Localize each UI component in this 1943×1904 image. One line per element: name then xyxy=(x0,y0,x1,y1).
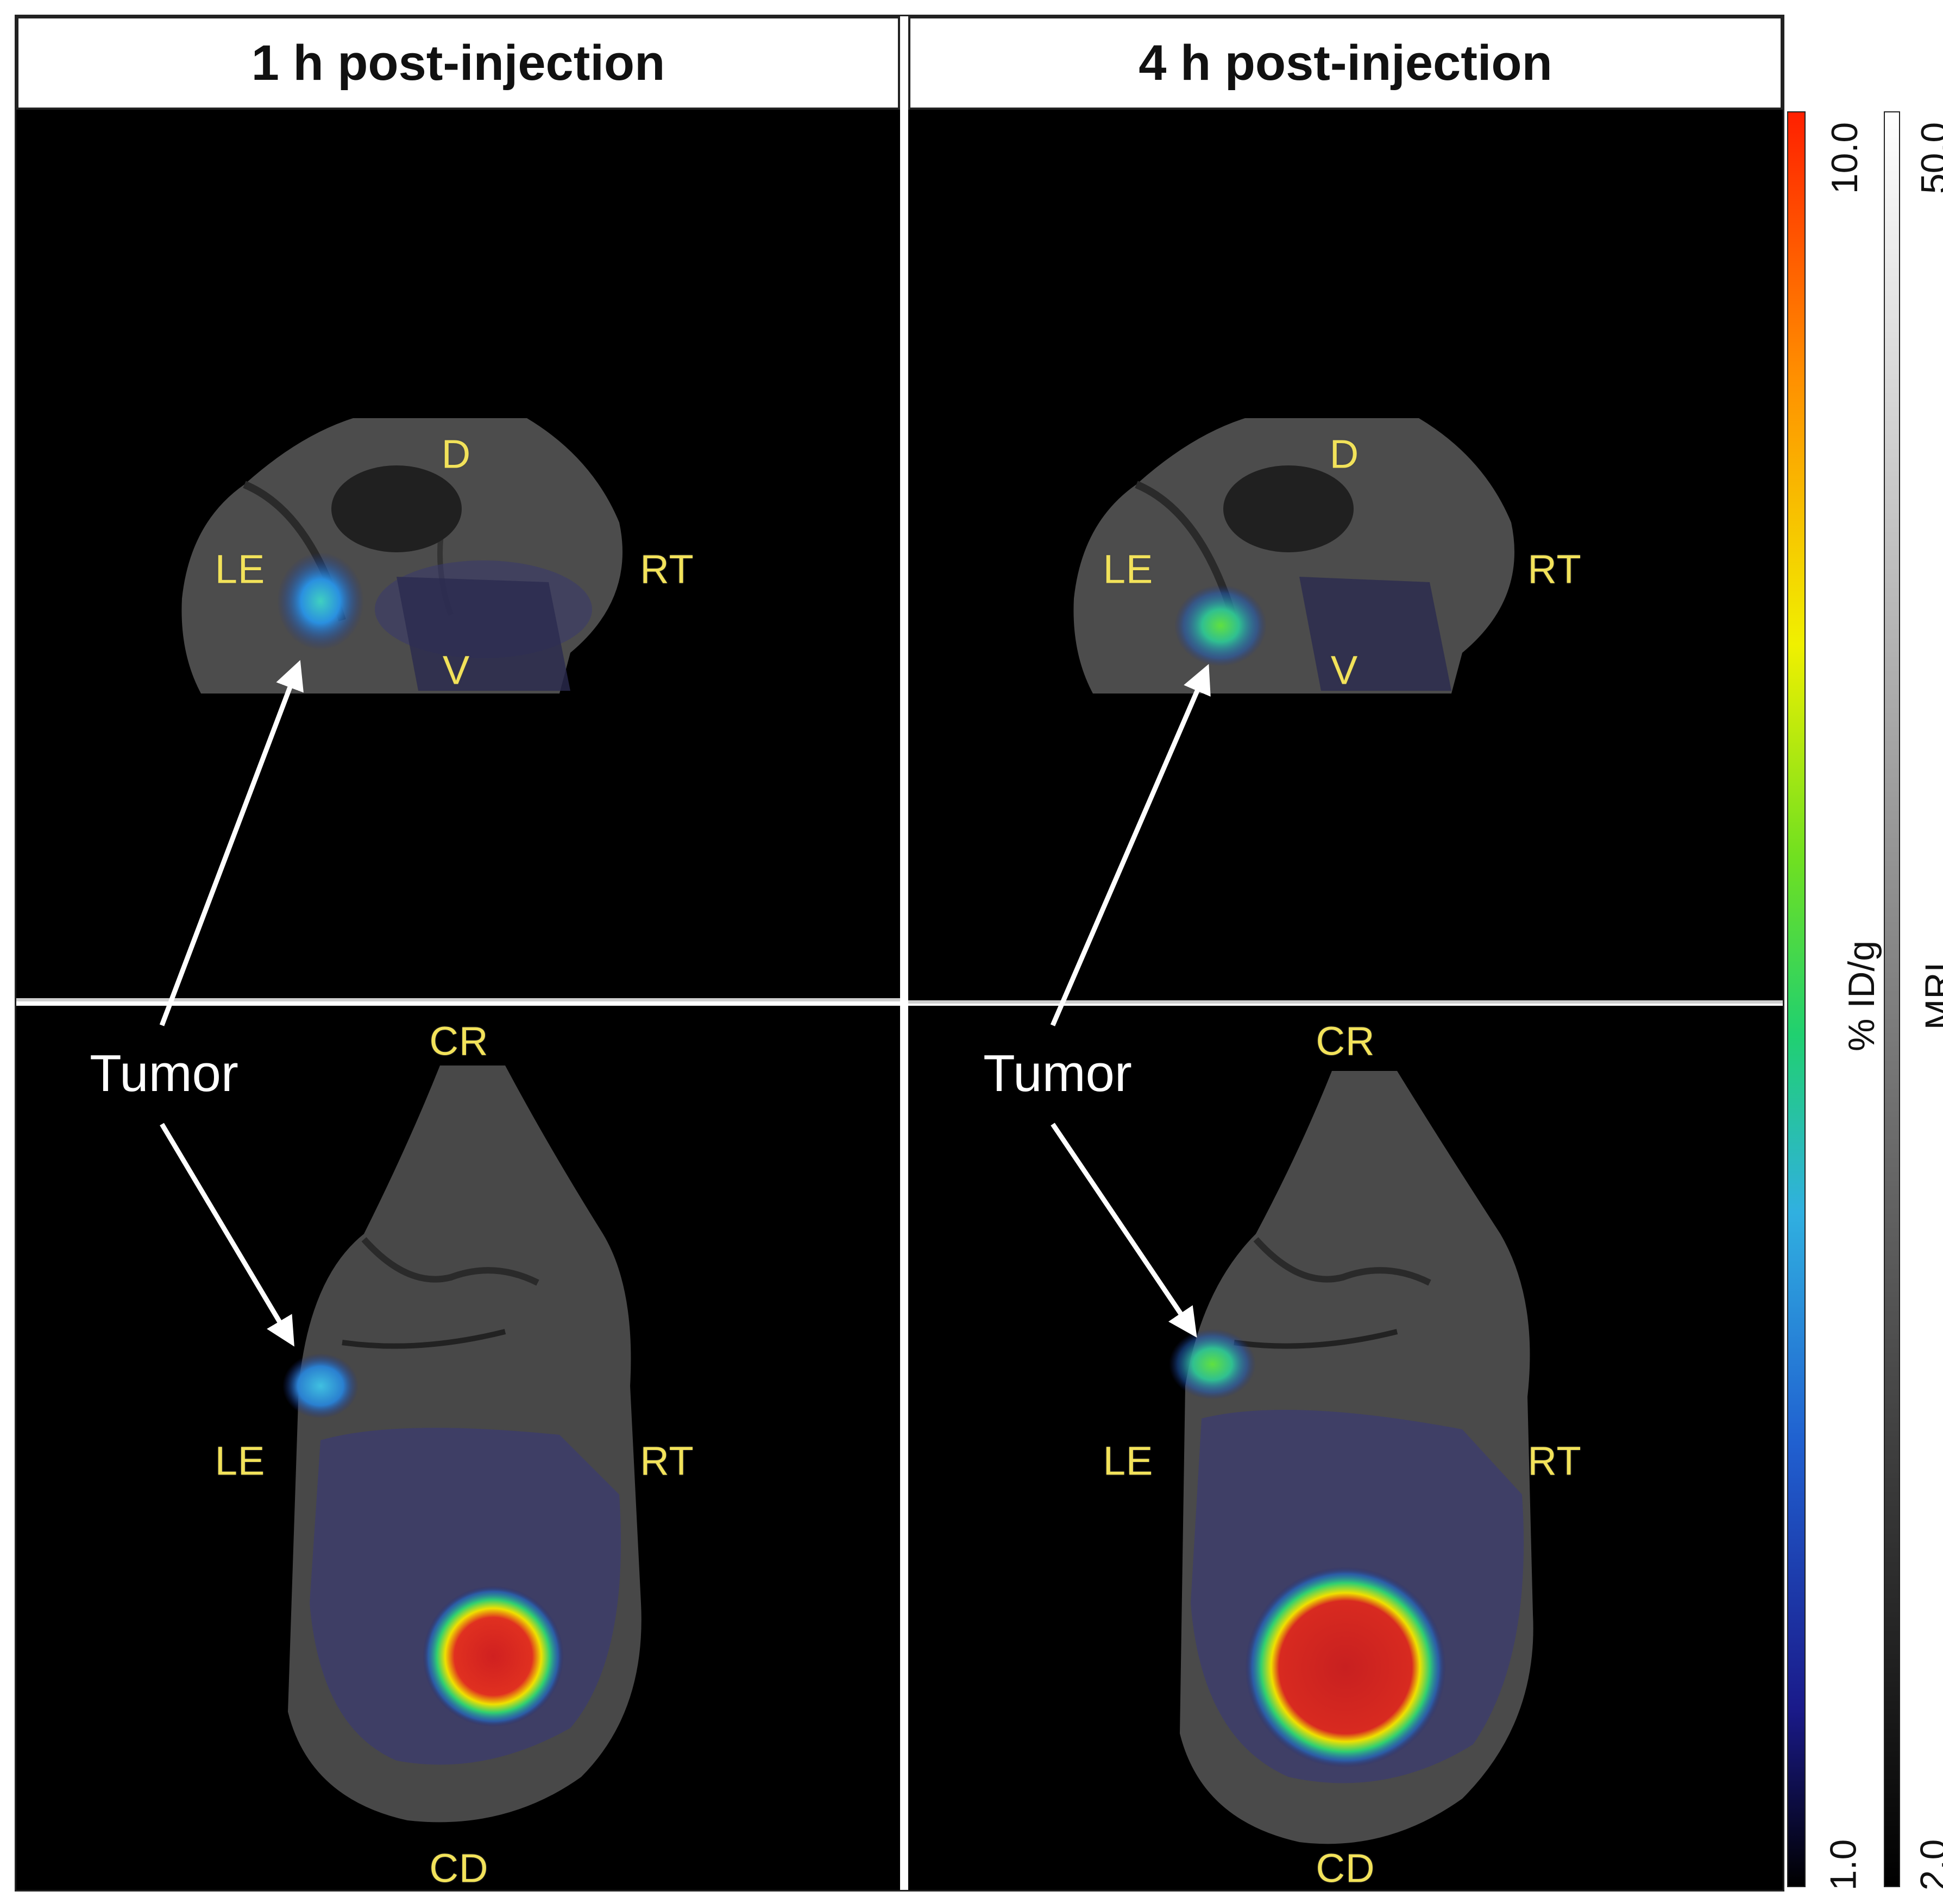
dorsal-label: D xyxy=(441,431,471,477)
tumor-label: Tumor xyxy=(983,1044,1132,1102)
left-label: LE xyxy=(1103,1438,1154,1484)
horizontal-divider-right xyxy=(908,1000,1783,1004)
right-label: RT xyxy=(1527,1438,1582,1484)
coronal-scan-graphic-1h xyxy=(282,1066,642,1823)
pet-colorbar xyxy=(1787,111,1806,1887)
vertical-divider xyxy=(900,16,908,1890)
mri-scale-min: 2.0 xyxy=(1913,1839,1943,1891)
pet-scale-max: 10.0 xyxy=(1824,122,1866,194)
right-label: RT xyxy=(640,546,694,592)
pet-scale-label: % ID/g xyxy=(1841,940,1883,1052)
left-label: LE xyxy=(215,1438,266,1484)
mri-scale-max: 50.0 xyxy=(1914,122,1943,194)
transverse-scan-graphic-4h xyxy=(1073,418,1514,693)
right-label: RT xyxy=(1527,546,1582,592)
tumor-label: Tumor xyxy=(90,1044,238,1102)
mri-colorbar xyxy=(1884,111,1900,1887)
transverse-scan-graphic-1h xyxy=(181,418,622,693)
ventral-label: V xyxy=(1330,647,1359,693)
mri-scale-label: MRI xyxy=(1917,962,1943,1030)
coronal-scan-graphic-4h xyxy=(1169,1071,1533,1844)
cranial-label: CR xyxy=(1316,1018,1375,1064)
caudal-label: CD xyxy=(1316,1845,1375,1890)
column-header-1h: 1 h post-injection xyxy=(16,16,900,110)
header-label: 4 h post-injection xyxy=(1139,35,1552,91)
header-label: 1 h post-injection xyxy=(251,35,665,91)
column-header-4h: 4 h post-injection xyxy=(908,16,1783,110)
coronal-image-1h: CR LE RT CD Tumor xyxy=(16,1006,900,1890)
ventral-label: V xyxy=(442,647,470,693)
panel-border xyxy=(15,15,1784,1892)
dorsal-label: D xyxy=(1329,431,1360,477)
cranial-label: CR xyxy=(429,1018,489,1064)
horizontal-divider-left xyxy=(16,998,900,1001)
right-label: RT xyxy=(640,1438,694,1484)
coronal-image-4h: CR LE RT CD Tumor xyxy=(908,1006,1783,1890)
pet-scale-min: 1.0 xyxy=(1822,1839,1864,1891)
caudal-label: CD xyxy=(429,1845,489,1890)
left-label: LE xyxy=(1103,546,1154,592)
left-label: LE xyxy=(215,546,266,592)
